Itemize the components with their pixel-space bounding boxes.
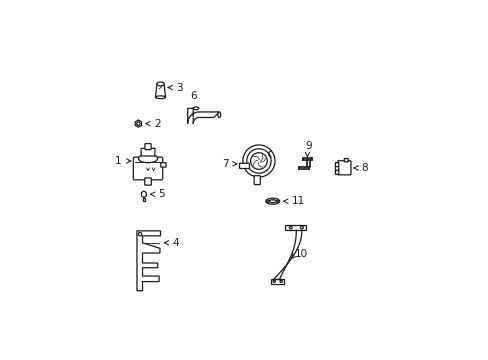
- Circle shape: [138, 233, 142, 236]
- Circle shape: [266, 200, 268, 202]
- Ellipse shape: [193, 107, 198, 110]
- Circle shape: [246, 149, 270, 173]
- FancyBboxPatch shape: [161, 163, 166, 167]
- Polygon shape: [155, 84, 165, 97]
- Ellipse shape: [138, 154, 158, 163]
- FancyBboxPatch shape: [145, 144, 151, 150]
- Bar: [142, 198, 145, 202]
- Text: 10: 10: [294, 249, 307, 260]
- FancyBboxPatch shape: [335, 170, 338, 174]
- Text: 5: 5: [158, 189, 165, 199]
- Text: 2: 2: [154, 118, 160, 129]
- Text: 6: 6: [190, 91, 197, 101]
- Text: 11: 11: [291, 196, 304, 206]
- Ellipse shape: [218, 112, 220, 117]
- FancyBboxPatch shape: [141, 148, 155, 156]
- Polygon shape: [141, 191, 146, 198]
- Circle shape: [243, 145, 274, 177]
- Circle shape: [300, 226, 303, 229]
- FancyBboxPatch shape: [344, 158, 347, 162]
- Text: 9: 9: [305, 141, 311, 151]
- Circle shape: [280, 280, 282, 283]
- Text: 4: 4: [172, 238, 179, 248]
- Ellipse shape: [157, 82, 164, 86]
- Ellipse shape: [155, 96, 165, 99]
- FancyBboxPatch shape: [254, 176, 260, 185]
- FancyBboxPatch shape: [335, 167, 338, 170]
- FancyBboxPatch shape: [335, 163, 338, 167]
- FancyBboxPatch shape: [133, 157, 163, 180]
- Text: 8: 8: [361, 163, 367, 173]
- Text: 7: 7: [222, 159, 228, 169]
- Polygon shape: [187, 108, 219, 123]
- Polygon shape: [271, 279, 284, 284]
- Text: 3: 3: [176, 82, 183, 93]
- Polygon shape: [137, 231, 160, 291]
- Polygon shape: [285, 225, 305, 230]
- Polygon shape: [135, 120, 141, 127]
- Circle shape: [276, 200, 278, 202]
- FancyBboxPatch shape: [144, 178, 151, 185]
- Ellipse shape: [268, 200, 276, 203]
- Text: 1: 1: [115, 156, 122, 166]
- Ellipse shape: [265, 198, 279, 204]
- Circle shape: [250, 153, 267, 169]
- Circle shape: [272, 280, 275, 283]
- Circle shape: [137, 122, 140, 125]
- FancyBboxPatch shape: [239, 163, 249, 168]
- FancyBboxPatch shape: [337, 161, 350, 175]
- Circle shape: [289, 226, 292, 229]
